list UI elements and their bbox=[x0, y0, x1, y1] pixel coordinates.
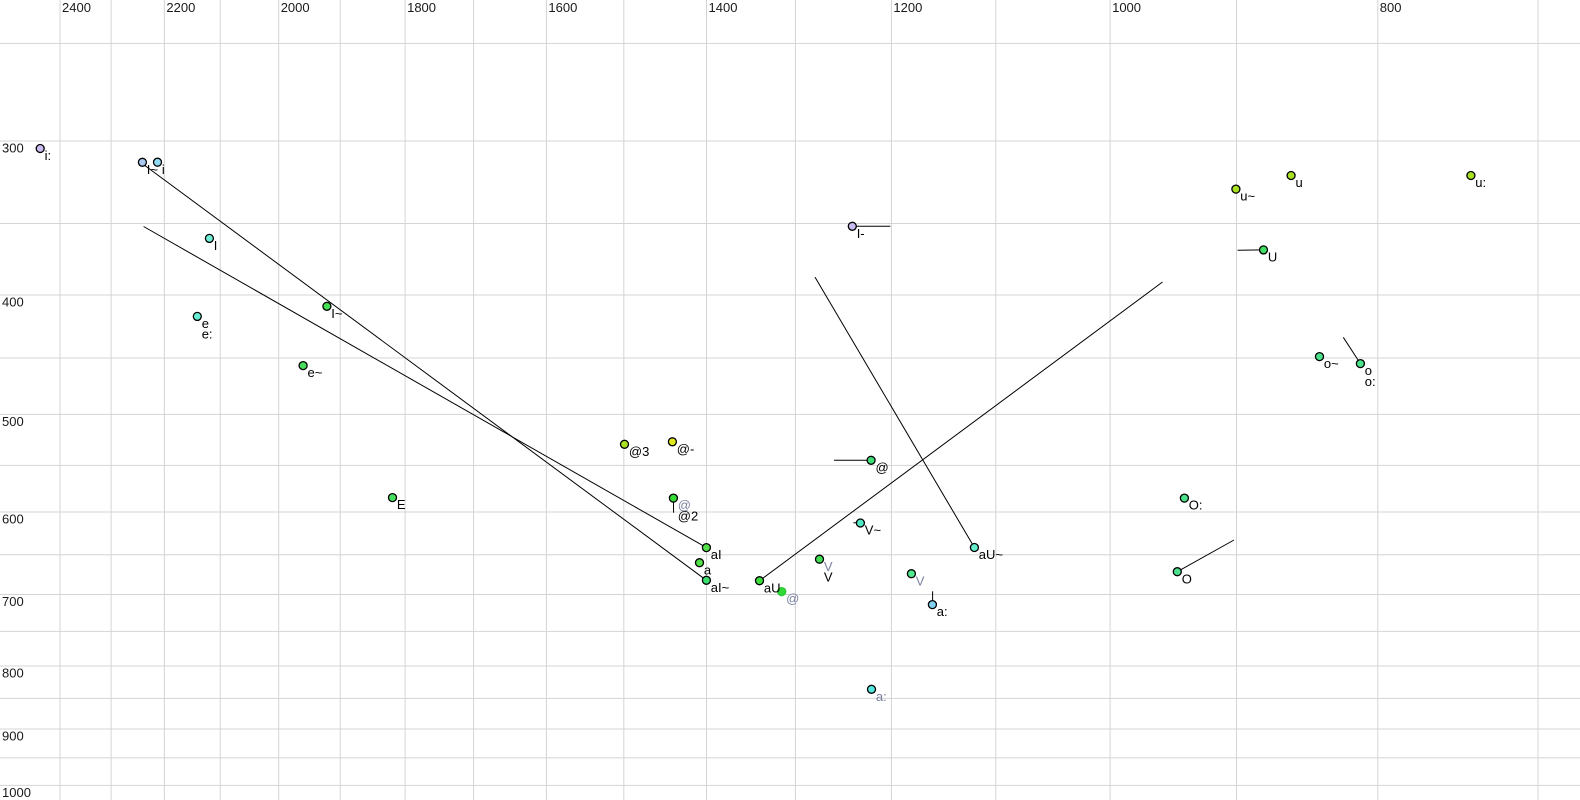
svg-text:aI~: aI~ bbox=[711, 580, 730, 595]
svg-text:V: V bbox=[824, 559, 833, 574]
svg-text:1000: 1000 bbox=[1112, 0, 1141, 15]
svg-text:aI: aI bbox=[711, 547, 722, 562]
svg-text:U: U bbox=[1268, 250, 1277, 265]
svg-text:O:: O: bbox=[1189, 498, 1203, 513]
svg-text:I~: I~ bbox=[331, 306, 343, 321]
svg-text:@: @ bbox=[786, 591, 799, 606]
svg-text:u: u bbox=[1296, 175, 1303, 190]
svg-text:V~: V~ bbox=[865, 523, 882, 538]
svg-text:V: V bbox=[824, 569, 833, 584]
svg-text:i:: i: bbox=[45, 148, 52, 163]
svg-text:o:: o: bbox=[1365, 374, 1376, 389]
svg-text:O: O bbox=[1182, 571, 1192, 586]
svg-text:@-: @- bbox=[677, 441, 695, 456]
svg-text:600: 600 bbox=[2, 512, 24, 527]
svg-text:1800: 1800 bbox=[407, 0, 436, 15]
svg-text:u:: u: bbox=[1475, 175, 1486, 190]
svg-text:1200: 1200 bbox=[893, 0, 922, 15]
svg-text:a:: a: bbox=[937, 604, 948, 619]
svg-text:a: a bbox=[704, 562, 712, 577]
svg-text:I: I bbox=[214, 238, 218, 253]
svg-text:@: @ bbox=[876, 460, 889, 475]
svg-text:@2: @2 bbox=[678, 508, 698, 523]
svg-text:700: 700 bbox=[2, 594, 24, 609]
svg-text:1000: 1000 bbox=[2, 785, 31, 800]
svg-text:e: e bbox=[202, 316, 209, 331]
svg-text:i: i bbox=[162, 162, 165, 177]
svg-text:V: V bbox=[916, 573, 925, 588]
svg-text:300: 300 bbox=[2, 141, 24, 156]
svg-text:@3: @3 bbox=[629, 444, 649, 459]
svg-text:E: E bbox=[397, 497, 406, 512]
svg-text:1400: 1400 bbox=[709, 0, 738, 15]
svg-text:900: 900 bbox=[2, 729, 24, 744]
svg-text:aU: aU bbox=[764, 580, 781, 595]
svg-text:u~: u~ bbox=[1240, 189, 1255, 204]
svg-text:I-: I- bbox=[857, 226, 865, 241]
svg-text:500: 500 bbox=[2, 414, 24, 429]
svg-text:aU~: aU~ bbox=[979, 547, 1004, 562]
svg-text:@: @ bbox=[678, 498, 691, 513]
svg-text:e:: e: bbox=[202, 327, 213, 342]
svg-text:400: 400 bbox=[2, 295, 24, 310]
svg-text:I~: I~ bbox=[147, 162, 159, 177]
svg-text:2200: 2200 bbox=[166, 0, 195, 15]
svg-text:1600: 1600 bbox=[548, 0, 577, 15]
svg-text:o~: o~ bbox=[1324, 356, 1339, 371]
svg-text:800: 800 bbox=[1380, 0, 1402, 15]
svg-text:800: 800 bbox=[2, 666, 24, 681]
svg-text:2000: 2000 bbox=[281, 0, 310, 15]
svg-text:a:: a: bbox=[876, 689, 887, 704]
svg-text:o: o bbox=[1365, 363, 1372, 378]
svg-text:e~: e~ bbox=[308, 365, 323, 380]
svg-text:2400: 2400 bbox=[62, 0, 91, 15]
